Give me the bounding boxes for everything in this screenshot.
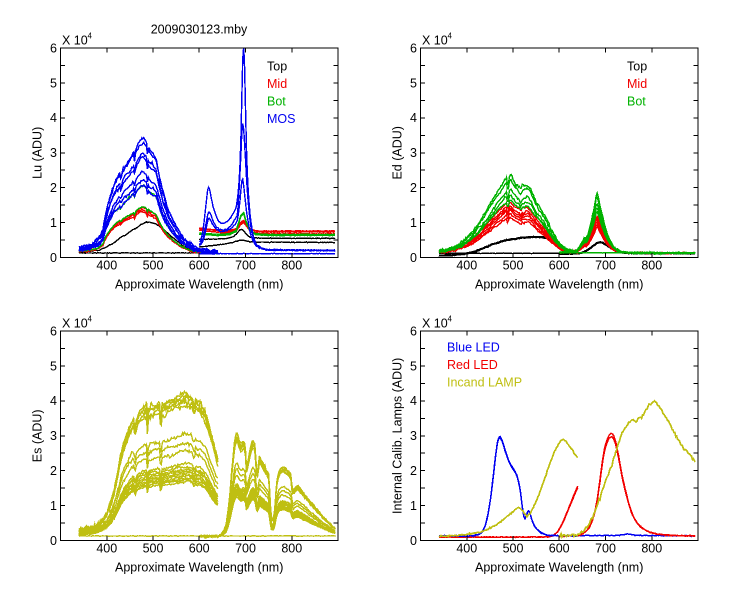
svg-text:5: 5 (50, 359, 57, 373)
svg-text:4: 4 (410, 394, 417, 408)
svg-text:700: 700 (235, 259, 256, 273)
svg-text:Bot: Bot (267, 94, 286, 108)
svg-text:3: 3 (50, 429, 57, 443)
svg-text:600: 600 (549, 542, 570, 556)
svg-text:3: 3 (410, 429, 417, 443)
svg-text:Mid: Mid (267, 77, 287, 91)
svg-text:700: 700 (595, 259, 616, 273)
svg-text:500: 500 (503, 542, 524, 556)
svg-text:2: 2 (50, 464, 57, 478)
svg-text:4: 4 (410, 111, 417, 125)
svg-text:5: 5 (50, 76, 57, 90)
svg-text:500: 500 (143, 542, 164, 556)
svg-text:500: 500 (503, 259, 524, 273)
svg-text:MOS: MOS (267, 112, 295, 126)
svg-text:Incand LAMP: Incand LAMP (447, 376, 522, 390)
svg-text:2009030123.mby: 2009030123.mby (151, 23, 248, 37)
svg-text:4: 4 (88, 32, 93, 41)
svg-text:5: 5 (410, 359, 417, 373)
svg-text:Top: Top (627, 59, 647, 73)
svg-text:Mid: Mid (627, 77, 647, 91)
svg-text:X 10: X 10 (422, 317, 448, 331)
svg-text:Approximate Wavelength (nm): Approximate Wavelength (nm) (115, 561, 283, 575)
svg-text:Approximate Wavelength (nm): Approximate Wavelength (nm) (475, 278, 643, 292)
svg-text:0: 0 (50, 534, 57, 548)
svg-text:400: 400 (456, 259, 477, 273)
svg-text:4: 4 (50, 394, 57, 408)
svg-text:Ed (ADU): Ed (ADU) (391, 126, 405, 179)
svg-text:4: 4 (50, 111, 57, 125)
svg-text:Bot: Bot (627, 94, 646, 108)
svg-text:400: 400 (456, 542, 477, 556)
svg-text:Lu (ADU): Lu (ADU) (31, 127, 45, 179)
svg-text:400: 400 (96, 542, 117, 556)
svg-text:1: 1 (50, 216, 57, 230)
svg-text:X 10: X 10 (62, 317, 88, 331)
svg-text:6: 6 (410, 41, 417, 55)
svg-text:4: 4 (448, 32, 453, 41)
svg-text:Approximate Wavelength (nm): Approximate Wavelength (nm) (475, 561, 643, 575)
svg-text:700: 700 (235, 542, 256, 556)
svg-text:3: 3 (50, 146, 57, 160)
svg-text:Blue LED: Blue LED (447, 341, 500, 355)
svg-text:4: 4 (88, 315, 93, 324)
svg-text:500: 500 (143, 259, 164, 273)
svg-text:0: 0 (50, 251, 57, 265)
svg-text:Approximate Wavelength (nm): Approximate Wavelength (nm) (115, 278, 283, 292)
svg-text:Internal Calib. Lamps (ADU): Internal Calib. Lamps (ADU) (391, 358, 405, 514)
svg-text:800: 800 (641, 542, 662, 556)
svg-text:1: 1 (410, 499, 417, 513)
svg-text:0: 0 (410, 534, 417, 548)
svg-text:2: 2 (410, 181, 417, 195)
svg-text:Es (ADU): Es (ADU) (31, 409, 45, 462)
svg-text:0: 0 (410, 251, 417, 265)
svg-text:6: 6 (50, 324, 57, 338)
svg-text:800: 800 (641, 259, 662, 273)
svg-text:2: 2 (50, 181, 57, 195)
svg-text:600: 600 (549, 259, 570, 273)
svg-text:2: 2 (410, 464, 417, 478)
svg-text:800: 800 (281, 259, 302, 273)
svg-text:6: 6 (410, 324, 417, 338)
svg-text:600: 600 (189, 259, 210, 273)
svg-text:400: 400 (96, 259, 117, 273)
svg-text:4: 4 (448, 315, 453, 324)
svg-text:X 10: X 10 (62, 34, 88, 48)
svg-text:1: 1 (50, 499, 57, 513)
svg-text:X 10: X 10 (422, 34, 448, 48)
svg-text:6: 6 (50, 41, 57, 55)
svg-text:3: 3 (410, 146, 417, 160)
svg-text:600: 600 (189, 542, 210, 556)
svg-text:800: 800 (281, 542, 302, 556)
svg-text:Top: Top (267, 59, 287, 73)
svg-text:1: 1 (410, 216, 417, 230)
svg-text:5: 5 (410, 76, 417, 90)
svg-text:Red LED: Red LED (447, 358, 498, 372)
svg-text:700: 700 (595, 542, 616, 556)
